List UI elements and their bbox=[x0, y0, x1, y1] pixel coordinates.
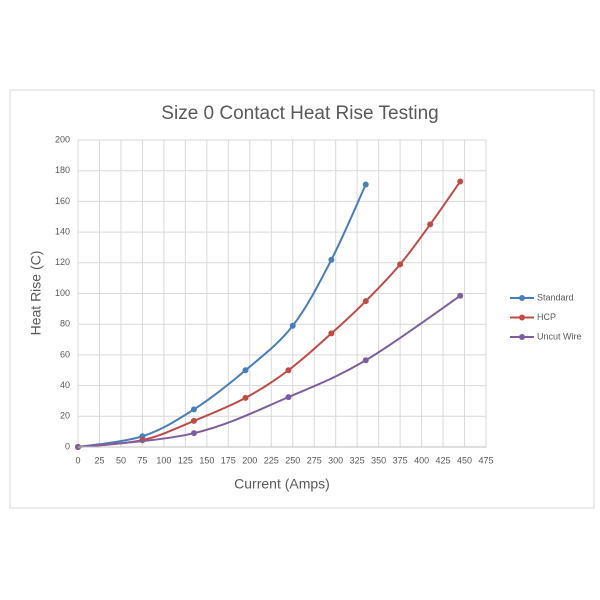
x-tick-label: 425 bbox=[436, 455, 451, 465]
data-point bbox=[362, 298, 369, 305]
x-tick-label: 375 bbox=[393, 455, 408, 465]
x-tick-label: 150 bbox=[199, 455, 214, 465]
data-point bbox=[328, 256, 335, 263]
x-tick-label: 250 bbox=[285, 455, 300, 465]
data-point bbox=[190, 417, 197, 424]
y-tick-label: 160 bbox=[55, 196, 70, 206]
y-tick-label: 180 bbox=[55, 165, 70, 175]
y-tick-label: 120 bbox=[55, 257, 70, 267]
data-point bbox=[362, 181, 369, 188]
x-tick-label: 175 bbox=[221, 455, 236, 465]
data-point bbox=[362, 357, 369, 364]
x-tick-label: 200 bbox=[242, 455, 257, 465]
y-tick-label: 20 bbox=[60, 411, 70, 421]
y-tick-label: 0 bbox=[65, 441, 70, 451]
x-tick-label: 450 bbox=[457, 455, 472, 465]
chart-border bbox=[9, 89, 595, 509]
legend-label: Standard bbox=[537, 292, 574, 302]
x-tick-label: 25 bbox=[94, 455, 104, 465]
data-point bbox=[242, 367, 249, 374]
y-tick-label: 40 bbox=[60, 380, 70, 390]
x-axis-label: Current (Amps) bbox=[234, 476, 330, 492]
y-tick-label: 140 bbox=[55, 226, 70, 236]
x-tick-label: 300 bbox=[328, 455, 343, 465]
data-point bbox=[190, 406, 197, 413]
series-line bbox=[77, 180, 462, 448]
x-tick-label: 125 bbox=[178, 455, 193, 465]
legend-marker bbox=[519, 334, 525, 340]
data-point bbox=[289, 322, 296, 329]
data-point bbox=[190, 430, 197, 437]
x-tick-label: 475 bbox=[478, 455, 493, 465]
x-tick-label: 325 bbox=[350, 455, 365, 465]
data-point bbox=[285, 367, 292, 374]
y-tick-label: 100 bbox=[55, 288, 70, 298]
legend-marker bbox=[519, 295, 525, 301]
y-tick-label: 60 bbox=[60, 349, 70, 359]
data-point bbox=[457, 178, 464, 185]
x-tick-label: 275 bbox=[307, 455, 322, 465]
y-tick-label: 80 bbox=[60, 319, 70, 329]
x-tick-label: 350 bbox=[371, 455, 386, 465]
legend-label: Uncut Wire bbox=[537, 331, 582, 341]
data-point bbox=[397, 261, 404, 268]
x-tick-label: 100 bbox=[156, 455, 171, 465]
data-point bbox=[457, 292, 464, 299]
data-point bbox=[328, 330, 335, 337]
y-tick-label: 200 bbox=[55, 134, 70, 144]
x-tick-label: 50 bbox=[116, 455, 126, 465]
data-point bbox=[242, 394, 249, 401]
data-point bbox=[285, 394, 292, 401]
x-tick-label: 0 bbox=[75, 455, 80, 465]
legend-label: HCP bbox=[537, 312, 556, 322]
y-axis-label: Heat Rise (C) bbox=[28, 251, 44, 336]
x-tick-label: 75 bbox=[137, 455, 147, 465]
x-tick-label: 225 bbox=[264, 455, 279, 465]
legend-marker bbox=[519, 314, 525, 321]
x-tick-label: 400 bbox=[414, 455, 429, 465]
data-point bbox=[427, 221, 434, 228]
chart-title: Size 0 Contact Heat Rise Testing bbox=[161, 103, 438, 124]
